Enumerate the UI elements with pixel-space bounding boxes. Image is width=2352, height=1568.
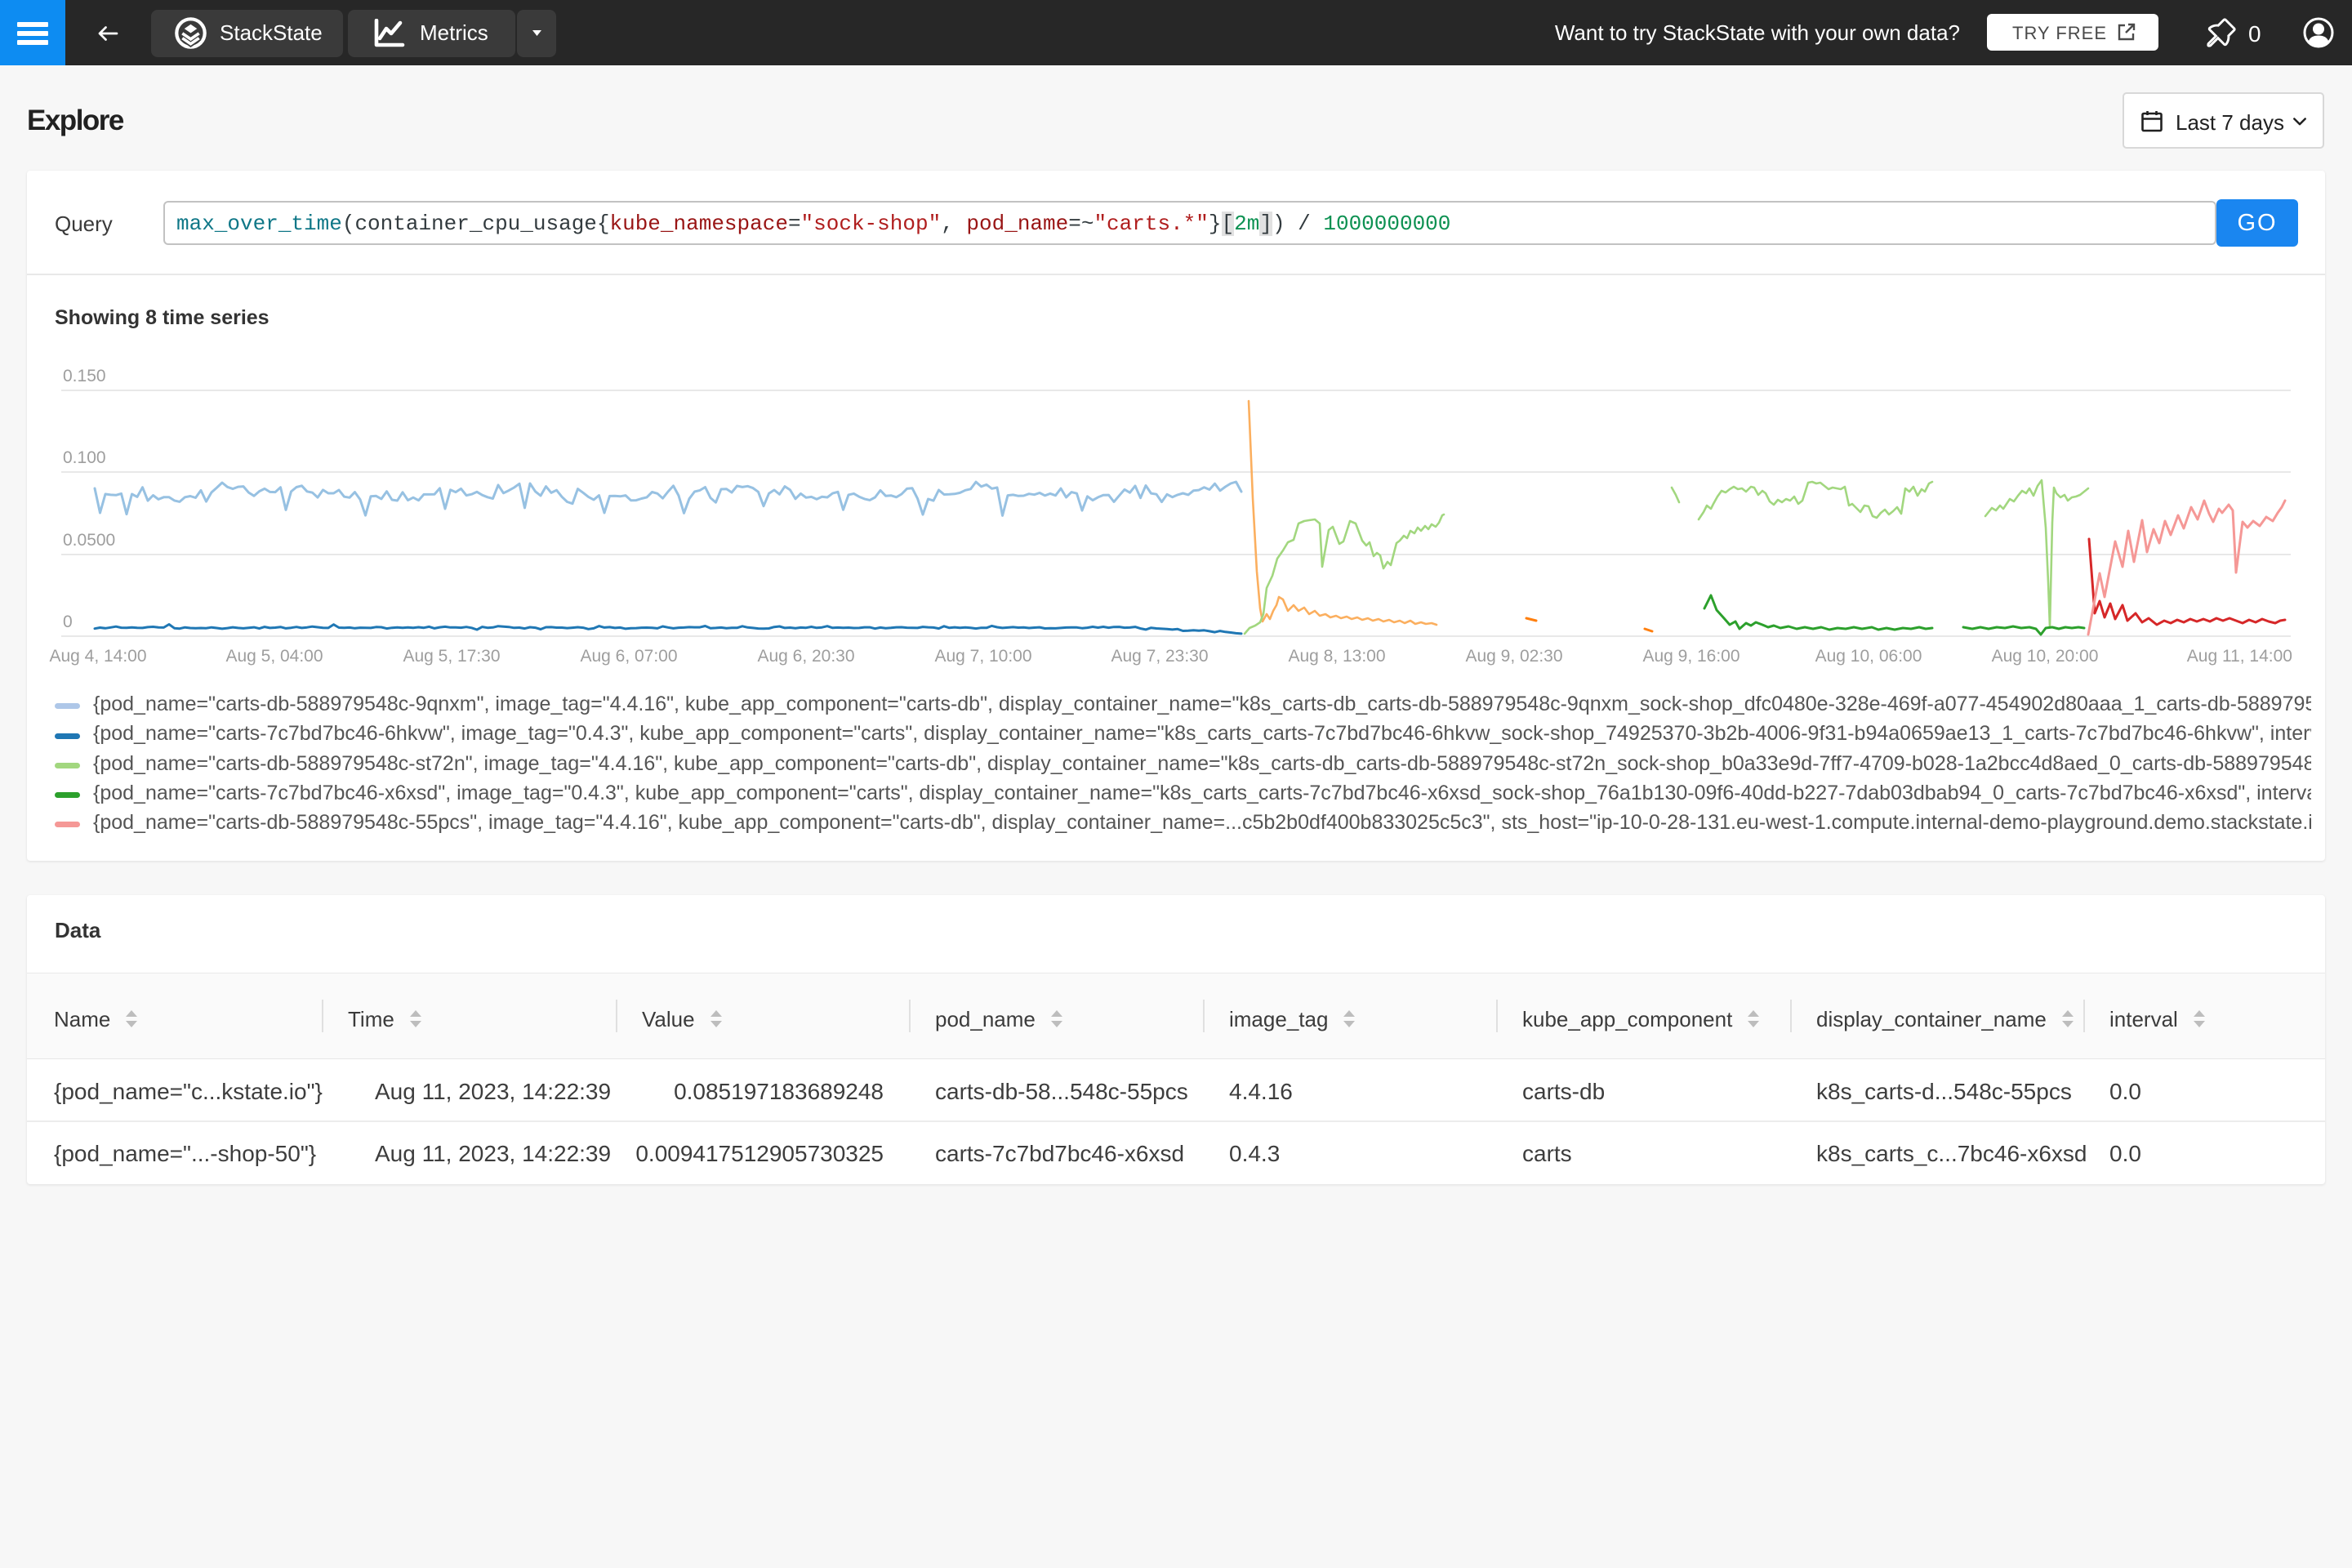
svg-text:Aug 5, 17:30: Aug 5, 17:30: [403, 647, 500, 666]
svg-text:0: 0: [63, 612, 73, 631]
svg-text:Aug 7, 23:30: Aug 7, 23:30: [1111, 647, 1208, 666]
svg-text:0.100: 0.100: [63, 448, 106, 467]
svg-text:Aug 6, 20:30: Aug 6, 20:30: [757, 647, 854, 666]
svg-text:Aug 8, 13:00: Aug 8, 13:00: [1288, 647, 1385, 666]
svg-text:Aug 9, 16:00: Aug 9, 16:00: [1642, 647, 1740, 666]
svg-text:Aug 4, 14:00: Aug 4, 14:00: [49, 647, 146, 666]
svg-text:0.150: 0.150: [63, 367, 106, 385]
svg-text:Aug 10, 20:00: Aug 10, 20:00: [1992, 647, 2099, 666]
svg-text:Aug 6, 07:00: Aug 6, 07:00: [580, 647, 677, 666]
svg-text:Aug 5, 04:00: Aug 5, 04:00: [225, 647, 323, 666]
svg-text:0.0500: 0.0500: [63, 531, 115, 550]
svg-text:Aug 9, 02:30: Aug 9, 02:30: [1465, 647, 1562, 666]
svg-text:Aug 10, 06:00: Aug 10, 06:00: [1815, 647, 1922, 666]
svg-text:Aug 7, 10:00: Aug 7, 10:00: [934, 647, 1031, 666]
svg-text:Aug 11, 14:00: Aug 11, 14:00: [2187, 647, 2292, 666]
